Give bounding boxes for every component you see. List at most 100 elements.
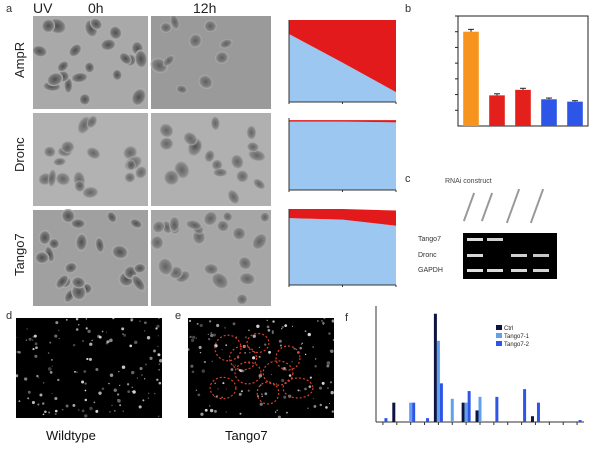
legend-item-tango7-2: Tango7-2 [496,341,529,349]
speckle [138,405,142,409]
speckle [32,336,35,338]
speckle [114,410,116,412]
speckle [201,369,205,373]
speckle [81,409,85,413]
speckle [153,349,156,353]
cell [131,274,146,292]
speckle [101,330,104,333]
speckle [329,402,331,404]
speckle [84,382,87,385]
panel-label-d: d [6,310,13,322]
speckle [47,352,50,354]
cell [259,212,270,223]
speckle [234,364,237,366]
cell [252,178,266,190]
cell [74,180,86,193]
bar-f [530,416,534,422]
speckle [121,365,126,369]
speckle [139,366,143,371]
speckle [76,371,78,374]
speckle [192,335,196,339]
cell [247,149,266,162]
cell [210,115,220,131]
red-outline [228,345,258,371]
speckle [109,411,111,413]
cell [129,218,143,229]
cell [152,220,165,234]
speckle [118,370,120,373]
speckle [232,322,236,326]
bar-b-4 [567,101,583,126]
speckle [266,319,268,322]
speckle [139,320,141,322]
cell [232,226,246,241]
speckle [278,339,282,343]
speckle [259,402,263,406]
speckle [48,411,51,414]
speckle [148,392,150,395]
cell [124,172,136,183]
speckle [84,398,88,402]
speckle [54,412,57,416]
panel-label-f: f [345,312,349,324]
cell [53,157,67,166]
speckle [326,364,330,368]
cell [55,172,71,186]
speckle [200,412,204,416]
speckle [238,392,242,396]
speckle [301,342,303,344]
speckle [256,324,260,328]
speckle [55,321,59,325]
speckle [32,339,34,341]
speckle [75,328,79,331]
panel-label-b: b [405,3,412,15]
speckle [325,406,328,409]
bar-f [439,383,443,422]
row-label-dronc: Dronc [12,137,27,172]
cell [111,244,129,260]
speckle [307,407,309,409]
speckle [312,398,315,400]
bar-b-1 [489,95,505,126]
speckle [281,378,285,383]
speckle [51,392,53,395]
legend-f: Ctrl Tango7-1 Tango7-2 [496,325,529,349]
speckle [156,324,160,328]
cell [64,262,78,274]
cell [159,137,174,151]
speckle [276,409,278,412]
gel-band [533,269,549,272]
speckle [129,344,133,348]
speckle [155,327,158,330]
speckle [232,364,234,367]
speckle [156,378,159,381]
cell [106,211,117,223]
speckle [266,325,270,329]
speckle [216,323,220,328]
speckle [264,392,268,396]
speckle [16,336,18,338]
speckle [157,415,160,418]
speckle [225,411,227,413]
cell [198,74,214,89]
bar-b-3 [541,99,557,126]
speckle [49,370,53,374]
speckle [147,397,149,399]
micrograph-ampr-0h [33,16,148,109]
red-outline [234,361,262,385]
speckle [35,346,38,350]
speckle [210,333,214,338]
speckle [191,370,195,374]
speckle [304,387,307,391]
speckle [49,341,52,344]
speckle [189,335,192,339]
cell [238,272,256,286]
speckle [33,334,37,338]
speckle [261,393,263,396]
speckle [195,389,198,391]
fluorescence-tango7 [188,318,334,418]
cell [134,49,148,69]
bar-f [495,396,499,422]
cell [211,159,223,171]
speckle [209,320,212,323]
